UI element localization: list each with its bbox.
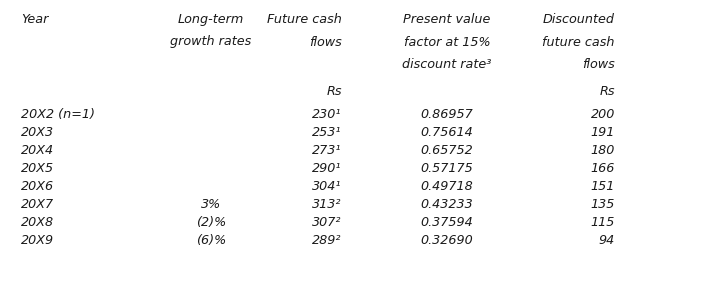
Text: Future cash: Future cash [267,13,342,26]
Text: 304¹: 304¹ [312,180,342,193]
Text: 135: 135 [591,198,615,211]
Text: 20X4: 20X4 [21,144,54,157]
Text: Discounted: Discounted [543,13,615,26]
Text: 166: 166 [591,162,615,175]
Text: factor at 15%: factor at 15% [403,36,490,49]
Text: 20X3: 20X3 [21,126,54,139]
Text: 0.32690: 0.32690 [420,234,473,247]
Text: Long-term: Long-term [178,13,244,26]
Text: 0.37594: 0.37594 [420,216,473,229]
Text: future cash: future cash [543,36,615,49]
Text: 0.57175: 0.57175 [420,162,473,175]
Text: 20X6: 20X6 [21,180,54,193]
Text: 20X9: 20X9 [21,234,54,247]
Text: 307²: 307² [312,216,342,229]
Text: 180: 180 [591,144,615,157]
Text: 290¹: 290¹ [312,162,342,175]
Text: 20X8: 20X8 [21,216,54,229]
Text: 200: 200 [591,108,615,122]
Text: Rs: Rs [326,85,342,98]
Text: Rs: Rs [599,85,615,98]
Text: Present value: Present value [403,13,490,26]
Text: 20X5: 20X5 [21,162,54,175]
Text: 191: 191 [591,126,615,139]
Text: 253¹: 253¹ [312,126,342,139]
Text: 3%: 3% [201,198,221,211]
Text: 20X2 (n=1): 20X2 (n=1) [21,108,95,122]
Text: (6)%: (6)% [196,234,226,247]
Text: 289²: 289² [312,234,342,247]
Text: flows: flows [309,36,342,49]
Text: 115: 115 [591,216,615,229]
Text: 230¹: 230¹ [312,108,342,122]
Text: 0.49718: 0.49718 [420,180,473,193]
Text: 20X7: 20X7 [21,198,54,211]
Text: growth rates: growth rates [170,36,252,49]
Text: 0.65752: 0.65752 [420,144,473,157]
Text: discount rate³: discount rate³ [402,58,492,71]
Text: 0.75614: 0.75614 [420,126,473,139]
Text: Year: Year [21,13,49,26]
Text: 0.43233: 0.43233 [420,198,473,211]
Text: 0.86957: 0.86957 [420,108,473,122]
Text: 94: 94 [598,234,615,247]
Text: (2)%: (2)% [196,216,226,229]
Text: flows: flows [582,58,615,71]
Text: 313²: 313² [312,198,342,211]
Text: 151: 151 [591,180,615,193]
Text: 273¹: 273¹ [312,144,342,157]
